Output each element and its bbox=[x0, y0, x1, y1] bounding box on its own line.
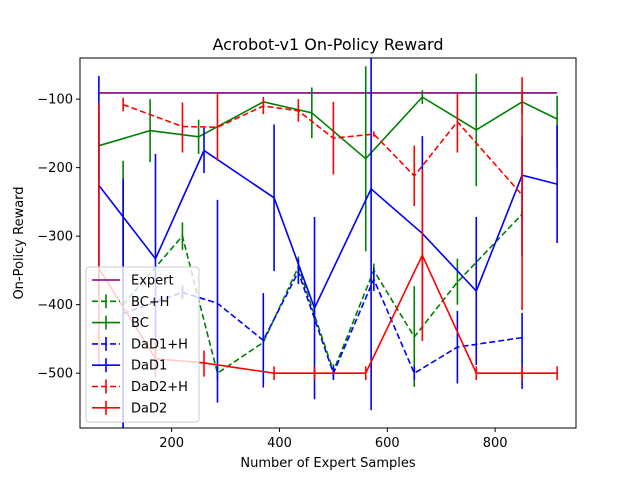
x-tick-label: 800 bbox=[483, 436, 508, 451]
legend-item: DaD1+H bbox=[92, 336, 188, 352]
plot-area bbox=[98, 58, 558, 428]
legend-item: BC bbox=[92, 315, 149, 331]
legend: Expert BC+H BC DaD1+H DaD1 DaD2+H DaD2 bbox=[85, 266, 200, 423]
y-tick-label: −400 bbox=[37, 298, 73, 313]
legend-label: BC bbox=[131, 316, 149, 331]
legend-label: DaD2 bbox=[131, 401, 167, 416]
legend-item: DaD1 bbox=[92, 358, 167, 374]
x-axis-ticks: 200 400 600 800 bbox=[159, 428, 508, 451]
legend-label: BC+H bbox=[131, 295, 169, 310]
legend-item: Expert bbox=[92, 274, 174, 289]
legend-item: BC+H bbox=[92, 294, 169, 310]
axes-frame bbox=[79, 57, 577, 429]
x-tick-label: 600 bbox=[375, 436, 400, 451]
legend-item: DaD2 bbox=[92, 400, 167, 416]
series-line bbox=[122, 213, 523, 375]
series-line bbox=[122, 103, 523, 196]
legend-item: DaD2+H bbox=[92, 379, 188, 395]
legend-label: Expert bbox=[131, 274, 174, 289]
legend-label: DaD1 bbox=[131, 359, 167, 374]
series-line bbox=[122, 269, 523, 376]
chart-title: Acrobot-v1 On-Policy Reward bbox=[213, 35, 444, 54]
x-axis-label: Number of Expert Samples bbox=[240, 456, 415, 471]
legend-label: DaD2+H bbox=[131, 380, 188, 395]
y-tick-label: −200 bbox=[37, 161, 73, 176]
y-tick-label: −100 bbox=[37, 93, 73, 108]
x-tick-label: 200 bbox=[159, 436, 184, 451]
legend-frame bbox=[85, 266, 200, 423]
series-line bbox=[98, 96, 558, 160]
y-tick-label: −300 bbox=[37, 230, 73, 245]
legend-label: DaD1+H bbox=[131, 337, 188, 352]
y-tick-label: −500 bbox=[37, 367, 73, 382]
x-tick-label: 400 bbox=[267, 436, 292, 451]
y-axis-ticks: −500 −400 −300 −200 −100 bbox=[37, 93, 80, 382]
series-dad2-h bbox=[122, 77, 523, 311]
y-axis-label: On-Policy Reward bbox=[12, 186, 27, 299]
series-line bbox=[98, 149, 558, 311]
